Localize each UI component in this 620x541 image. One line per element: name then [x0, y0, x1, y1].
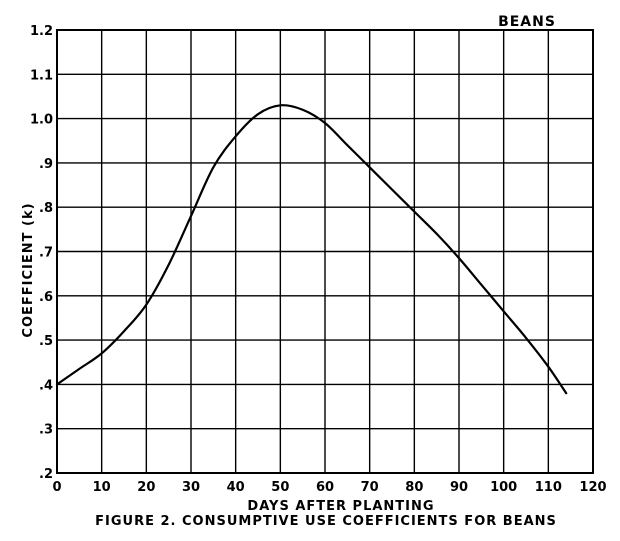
y-tick-label-9: 1.1: [30, 68, 53, 83]
x-tick-label-12: 120: [579, 480, 606, 495]
x-tick-label-4: 40: [227, 480, 245, 495]
x-tick-label-0: 0: [52, 480, 61, 495]
x-tick-label-1: 10: [93, 480, 111, 495]
y-tick-label-1: .3: [39, 423, 53, 438]
chart-label: BEANS: [498, 14, 556, 30]
y-tick-label-10: 1.2: [30, 24, 53, 39]
grid: [56, 29, 594, 474]
y-tick-label-4: .6: [39, 290, 53, 305]
x-tick-label-10: 100: [490, 480, 517, 495]
y-tick-label-2: .4: [39, 378, 53, 393]
y-tick-label-7: .9: [39, 157, 53, 172]
tick-labels: 0 10 20 30 40 50 60 70 80 90 100 110 120 .2 .3 .4 .5 .6 .7…: [30, 24, 607, 495]
y-tick-label-3: .5: [39, 334, 53, 349]
x-axis-label: DAYS AFTER PLANTING: [247, 499, 434, 514]
series-line-0: [55, 104, 568, 395]
series: [55, 104, 568, 395]
y-tick-label-5: .7: [39, 246, 53, 261]
figure-caption: FIGURE 2. CONSUMPTIVE USE COEFFICIENTS F…: [95, 514, 557, 529]
x-tick-label-5: 50: [271, 480, 289, 495]
x-tick-label-3: 30: [182, 480, 200, 495]
y-tick-label-6: .8: [39, 201, 53, 216]
x-tick-label-6: 60: [316, 480, 334, 495]
y-tick-label-0: .2: [39, 467, 53, 482]
y-axis-label: COEFFICIENT (k): [21, 202, 36, 337]
x-tick-label-8: 80: [405, 480, 423, 495]
x-tick-label-11: 110: [535, 480, 562, 495]
x-tick-label-9: 90: [450, 480, 468, 495]
x-tick-label-7: 70: [361, 480, 379, 495]
x-tick-label-2: 20: [137, 480, 155, 495]
y-tick-label-8: 1.0: [30, 113, 53, 128]
plot-frame: [56, 29, 594, 474]
